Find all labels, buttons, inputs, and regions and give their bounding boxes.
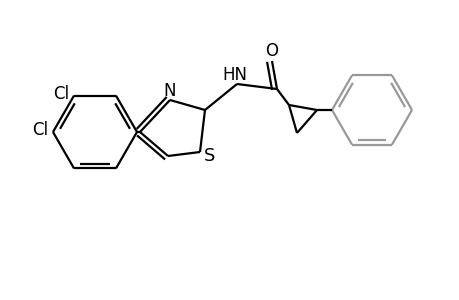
Text: N: N [163, 82, 176, 100]
Text: Cl: Cl [32, 121, 48, 139]
Text: O: O [265, 42, 278, 60]
Text: Cl: Cl [53, 85, 69, 103]
Text: S: S [204, 147, 215, 165]
Text: HN: HN [222, 66, 247, 84]
